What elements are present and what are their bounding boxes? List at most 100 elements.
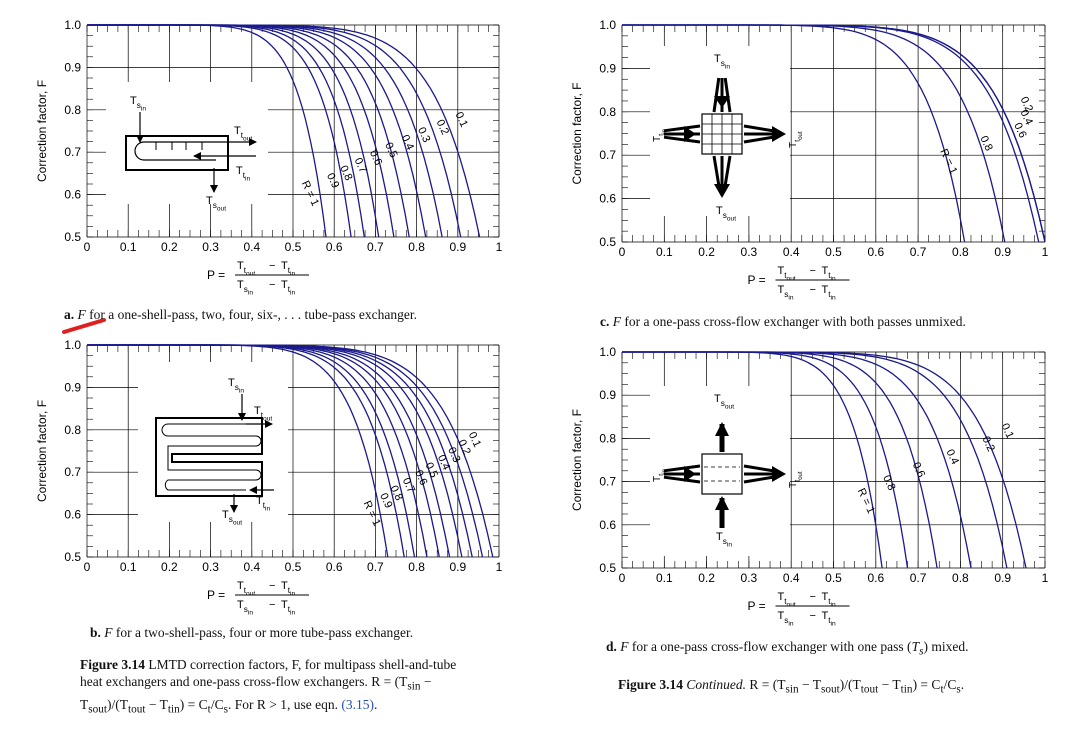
figure-right-sub-ct: t (940, 683, 944, 696)
label-tt-out: Ttout (254, 405, 272, 423)
x-tick-label: 0.9 (449, 560, 466, 574)
equation-reference-link[interactable]: (3.15) (341, 696, 374, 712)
x-tick-label: 0.9 (449, 240, 466, 254)
x-tick-label: 0.4 (243, 240, 260, 254)
curve-label: 0.6 (367, 148, 384, 167)
inflow-stream (663, 475, 701, 484)
x-axis-den-tsin: Tsin (778, 284, 794, 302)
x-axis-num-tout: Ttout (778, 265, 796, 283)
y-axis-label: Correction factor, F (570, 409, 584, 511)
label-tt-in: Ttin (652, 129, 668, 142)
label-tt-in: Ttin (652, 469, 668, 482)
x-axis-num-tin: Ttin (281, 580, 295, 598)
x-axis-minus: − (810, 284, 816, 296)
label-ts-in: Tsin (716, 531, 732, 549)
x-tick-label: 0.4 (243, 560, 260, 574)
curve-label: 0.6 (1011, 121, 1028, 140)
curve-label: 0.1 (999, 422, 1016, 441)
x-tick-label: 0.7 (910, 245, 927, 259)
x-tick-label: 0 (84, 560, 91, 574)
figure-text-right-2: − T (798, 677, 822, 692)
y-axis-label: Correction factor, F (35, 400, 49, 502)
x-tick-label: 0.8 (408, 560, 425, 574)
y-tick-label: 0.7 (64, 145, 81, 159)
curve-label: 0.5 (382, 141, 399, 160)
y-tick-label: 0.5 (599, 235, 616, 249)
figure-text-right: R = (T (746, 677, 786, 692)
x-axis-num-tout: Ttout (237, 260, 255, 278)
curve-label: 0.7 (400, 476, 417, 495)
caption-b-text: for a two-shell-pass, four or more tube-… (112, 625, 414, 640)
shell-outline (155, 417, 263, 497)
caption-b-letter: b. (90, 625, 101, 640)
x-tick-label: 0 (619, 245, 626, 259)
x-tick-label: 0.6 (867, 245, 884, 259)
x-tick-label: 1 (496, 240, 503, 254)
curve-label: 0.8 (977, 134, 994, 153)
x-tick-label: 0.9 (994, 571, 1011, 585)
x-axis-label-p: P = (748, 273, 766, 287)
y-tick-label: 0.9 (599, 388, 616, 402)
figure-right-sub-tout: tout (860, 683, 879, 696)
x-tick-label: 0.4 (783, 245, 800, 259)
figure-sub-tout: tout (128, 703, 146, 716)
x-tick-label: 0.5 (825, 245, 842, 259)
curve-R-1 (622, 351, 883, 569)
y-tick-label: 0.8 (599, 431, 616, 445)
x-tick-label: 0.7 (367, 560, 384, 574)
y-axis-label: Correction factor, F (570, 82, 584, 184)
inflow-stream (712, 77, 721, 113)
figure-right-sub-sout: sout (821, 683, 840, 696)
caption-d: d. F for a one-pass cross-flow exchanger… (606, 638, 1046, 661)
figure-text-right-6: /C (943, 677, 957, 692)
figure-text-left-4: − T (145, 696, 168, 712)
x-axis-num-tout: Ttout (237, 580, 255, 598)
x-tick-label: 0.1 (120, 560, 137, 574)
figure-label-left: Figure 3.14 (80, 657, 145, 672)
figure-right-sub-sin: sin (785, 683, 799, 696)
curve-label: 0.9 (377, 491, 394, 510)
figure-text-left-3: )/(T (107, 696, 129, 712)
curve-label: 0.1 (453, 110, 470, 129)
arrow-head (772, 466, 786, 482)
shell-outline (125, 135, 229, 171)
schematic-d: Tsout Tsin Ttin Ttout (650, 386, 804, 556)
label-ts-out: Tsout (206, 195, 226, 213)
tube-path (161, 423, 262, 491)
x-tick-label: 0.1 (656, 245, 673, 259)
x-tick-label: 0.8 (952, 245, 969, 259)
curve-label: 0.2 (455, 438, 472, 457)
x-tick-label: 0.6 (326, 240, 343, 254)
x-axis-minus: − (269, 260, 275, 272)
x-tick-label: 0.3 (202, 240, 219, 254)
arrow-head (684, 466, 696, 482)
caption-a: a. F for a one-shell-pass, two, four, si… (64, 306, 484, 323)
y-tick-label: 1.0 (599, 18, 616, 32)
chart-panel-b: TsinTtoutTtinTsout0.10.20.30.40.50.60.70… (35, 338, 503, 617)
x-tick-label: 0 (84, 240, 91, 254)
x-tick-label: 0.2 (161, 240, 178, 254)
x-tick-label: 0.8 (408, 240, 425, 254)
y-tick-label: 0.9 (64, 380, 81, 394)
curve-label: 0.4 (435, 453, 452, 472)
figure-text-left-7: . For R > 1, use eqn. (227, 696, 342, 712)
y-tick-label: 0.8 (64, 103, 81, 117)
x-axis-num-tout: Ttout (778, 591, 796, 609)
figure-text-left-2: − T (80, 674, 432, 712)
caption-b: b. F for a two-shell-pass, four or more … (90, 624, 490, 641)
curve-label: 0.5 (422, 461, 439, 480)
core-block (701, 453, 743, 495)
x-tick-label: 0.2 (698, 245, 715, 259)
curve-label: 0.8 (880, 473, 897, 492)
figure-right-sub-tin: tin (900, 683, 913, 696)
curve-label: 0.2 (434, 118, 451, 137)
label-ts-out: Tsout (716, 205, 736, 223)
schematic-a: Tsin Ttout Ttin Tsout (106, 82, 268, 213)
y-tick-label: 0.7 (64, 465, 81, 479)
y-tick-label: 1.0 (599, 345, 616, 359)
x-axis-minus: − (810, 265, 816, 277)
label-tt-in: Ttin (256, 495, 270, 513)
x-tick-label: 0.5 (285, 560, 302, 574)
curve-label: 0.4 (944, 448, 961, 467)
figure-sub-sout: sout (88, 703, 108, 716)
